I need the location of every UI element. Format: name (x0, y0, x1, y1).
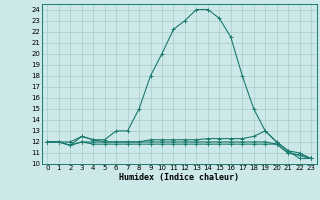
X-axis label: Humidex (Indice chaleur): Humidex (Indice chaleur) (119, 173, 239, 182)
